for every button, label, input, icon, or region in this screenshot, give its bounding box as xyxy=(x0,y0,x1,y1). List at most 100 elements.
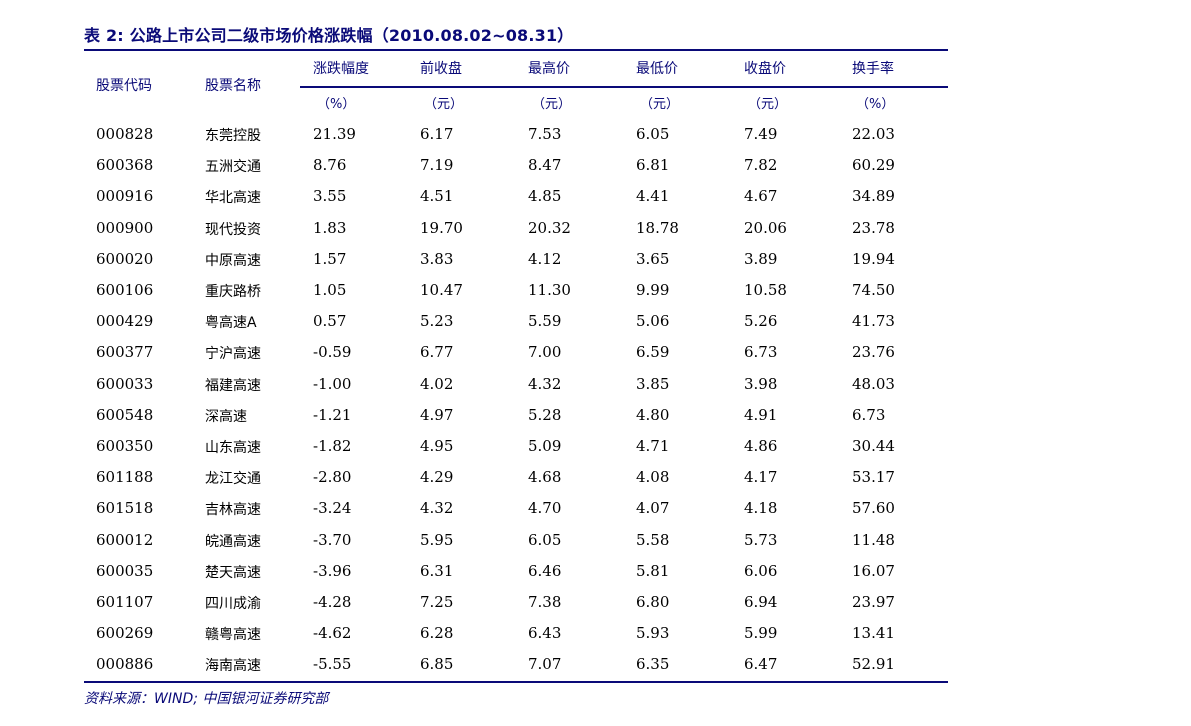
cell-low-price: 6.59 xyxy=(636,343,670,361)
cell-change-pct: -1.00 xyxy=(313,375,352,393)
cell-change-pct: -3.24 xyxy=(313,499,352,517)
cell-low-price: 6.35 xyxy=(636,655,670,673)
unit-close-price: （元） xyxy=(748,97,788,112)
cell-high-price: 4.32 xyxy=(528,375,562,393)
cell-prev-close: 10.47 xyxy=(420,281,463,299)
cell-turnover: 22.03 xyxy=(852,125,895,143)
table-header-rule xyxy=(300,86,948,88)
cell-close-price: 4.18 xyxy=(744,499,778,517)
cell-high-price: 8.47 xyxy=(528,156,562,174)
cell-turnover: 23.97 xyxy=(852,593,895,611)
cell-high-price: 7.53 xyxy=(528,125,562,143)
cell-close-price: 3.89 xyxy=(744,250,778,268)
header-low-price: 最低价 xyxy=(636,61,678,77)
cell-low-price: 5.81 xyxy=(636,562,670,580)
cell-stock-name: 中原高速 xyxy=(205,253,261,269)
cell-stock-name: 华北高速 xyxy=(205,190,261,206)
cell-prev-close: 3.83 xyxy=(420,250,454,268)
table-top-rule xyxy=(84,49,948,51)
cell-stock-name: 东莞控股 xyxy=(205,128,261,144)
cell-stock-name: 皖通高速 xyxy=(205,534,261,550)
cell-change-pct: 21.39 xyxy=(313,125,356,143)
cell-high-price: 5.28 xyxy=(528,406,562,424)
cell-prev-close: 4.97 xyxy=(420,406,454,424)
cell-stock-name: 深高速 xyxy=(205,409,247,425)
cell-prev-close: 7.25 xyxy=(420,593,454,611)
cell-stock-name: 福建高速 xyxy=(205,378,261,394)
cell-change-pct: 0.57 xyxy=(313,312,347,330)
cell-turnover: 11.48 xyxy=(852,531,895,549)
cell-change-pct: -1.21 xyxy=(313,406,352,424)
header-change-pct: 涨跌幅度 xyxy=(313,61,369,77)
cell-prev-close: 6.28 xyxy=(420,624,454,642)
cell-stock-code: 600035 xyxy=(96,562,154,580)
cell-close-price: 6.06 xyxy=(744,562,778,580)
cell-stock-code: 000886 xyxy=(96,655,154,673)
cell-high-price: 4.70 xyxy=(528,499,562,517)
cell-close-price: 6.73 xyxy=(744,343,778,361)
cell-prev-close: 4.29 xyxy=(420,468,454,486)
cell-turnover: 48.03 xyxy=(852,375,895,393)
cell-turnover: 23.78 xyxy=(852,219,895,237)
cell-turnover: 16.07 xyxy=(852,562,895,580)
header-close-price: 收盘价 xyxy=(744,61,786,77)
cell-turnover: 60.29 xyxy=(852,156,895,174)
cell-turnover: 34.89 xyxy=(852,187,895,205)
cell-prev-close: 7.19 xyxy=(420,156,454,174)
cell-close-price: 3.98 xyxy=(744,375,778,393)
cell-stock-name: 龙江交通 xyxy=(205,471,261,487)
cell-close-price: 4.67 xyxy=(744,187,778,205)
cell-turnover: 53.17 xyxy=(852,468,895,486)
cell-low-price: 5.93 xyxy=(636,624,670,642)
cell-close-price: 5.26 xyxy=(744,312,778,330)
cell-change-pct: 8.76 xyxy=(313,156,347,174)
cell-prev-close: 4.95 xyxy=(420,437,454,455)
cell-stock-code: 600106 xyxy=(96,281,154,299)
cell-change-pct: -4.62 xyxy=(313,624,352,642)
cell-low-price: 3.65 xyxy=(636,250,670,268)
header-prev-close: 前收盘 xyxy=(420,61,462,77)
cell-change-pct: -4.28 xyxy=(313,593,352,611)
cell-prev-close: 4.51 xyxy=(420,187,454,205)
cell-turnover: 57.60 xyxy=(852,499,895,517)
cell-prev-close: 6.31 xyxy=(420,562,454,580)
cell-low-price: 4.07 xyxy=(636,499,670,517)
cell-change-pct: -3.96 xyxy=(313,562,352,580)
cell-stock-name: 吉林高速 xyxy=(205,502,261,518)
cell-high-price: 5.09 xyxy=(528,437,562,455)
cell-close-price: 4.17 xyxy=(744,468,778,486)
cell-stock-code: 600368 xyxy=(96,156,154,174)
cell-turnover: 19.94 xyxy=(852,250,895,268)
cell-turnover: 13.41 xyxy=(852,624,895,642)
unit-high-price: （元） xyxy=(532,97,572,112)
cell-change-pct: 1.83 xyxy=(313,219,347,237)
cell-low-price: 4.71 xyxy=(636,437,670,455)
cell-low-price: 6.81 xyxy=(636,156,670,174)
cell-low-price: 6.80 xyxy=(636,593,670,611)
cell-high-price: 4.85 xyxy=(528,187,562,205)
cell-change-pct: 1.05 xyxy=(313,281,347,299)
cell-prev-close: 4.02 xyxy=(420,375,454,393)
cell-low-price: 6.05 xyxy=(636,125,670,143)
cell-prev-close: 5.23 xyxy=(420,312,454,330)
source-note: 资料来源：WIND; 中国银河证券研究部 xyxy=(84,691,329,707)
cell-stock-name: 五洲交通 xyxy=(205,159,261,175)
cell-close-price: 20.06 xyxy=(744,219,787,237)
cell-stock-code: 601188 xyxy=(96,468,154,486)
cell-turnover: 41.73 xyxy=(852,312,895,330)
cell-low-price: 4.41 xyxy=(636,187,670,205)
cell-stock-name: 海南高速 xyxy=(205,658,261,674)
header-stock-name: 股票名称 xyxy=(205,78,261,94)
cell-stock-code: 000900 xyxy=(96,219,154,237)
table-bottom-rule xyxy=(84,681,948,683)
cell-change-pct: 1.57 xyxy=(313,250,347,268)
cell-low-price: 5.58 xyxy=(636,531,670,549)
unit-change-pct: （%） xyxy=(317,97,356,112)
cell-change-pct: 3.55 xyxy=(313,187,347,205)
unit-turnover: （%） xyxy=(856,97,895,112)
cell-high-price: 7.00 xyxy=(528,343,562,361)
cell-stock-code: 601518 xyxy=(96,499,154,517)
cell-stock-name: 重庆路桥 xyxy=(205,284,261,300)
cell-close-price: 4.91 xyxy=(744,406,778,424)
header-stock-code: 股票代码 xyxy=(96,78,152,94)
